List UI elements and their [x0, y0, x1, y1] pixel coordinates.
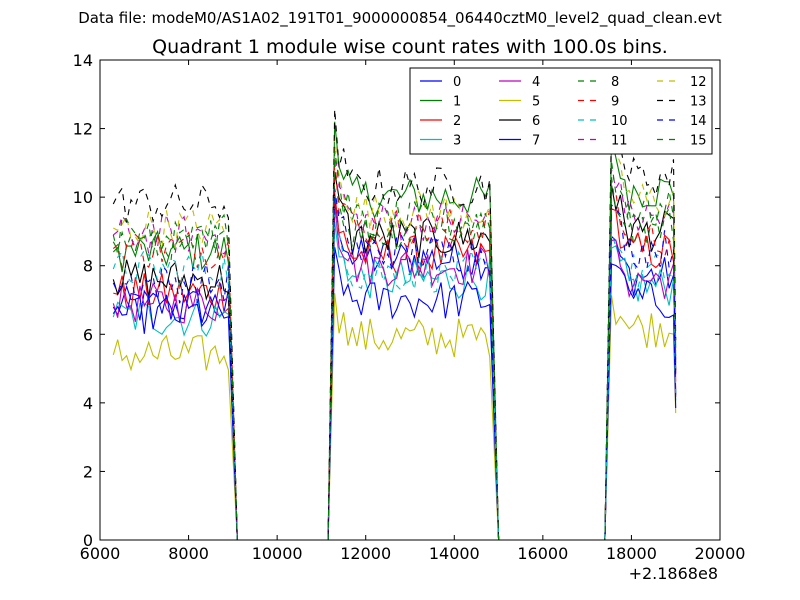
- legend-label-13: 13: [690, 95, 707, 110]
- series-layer: [112, 109, 677, 540]
- legend-label-15: 15: [690, 134, 707, 149]
- legend-label-9: 9: [611, 95, 619, 110]
- x-tick-label: 8000: [168, 544, 209, 563]
- legend-label-6: 6: [532, 114, 540, 129]
- series-line-7: [112, 247, 677, 540]
- x-tick-label: 20000: [695, 544, 746, 563]
- chart-suptitle: Data file: modeM0/AS1A02_191T01_90000008…: [78, 9, 722, 28]
- series-line-11: [112, 150, 677, 540]
- series-line-12: [113, 138, 677, 540]
- x-tick-label: 6000: [80, 544, 121, 563]
- x-tick-label: 18000: [606, 544, 657, 563]
- legend-label-3: 3: [453, 134, 461, 149]
- legend-label-2: 2: [453, 114, 461, 129]
- legend-label-5: 5: [532, 95, 540, 110]
- y-tick-label: 10: [73, 188, 93, 207]
- legend-label-1: 1: [453, 95, 461, 110]
- y-tick-label: 14: [73, 51, 93, 70]
- x-tick-label: 10000: [252, 544, 303, 563]
- y-tick-label: 8: [83, 257, 93, 276]
- y-tick-label: 2: [83, 462, 93, 481]
- legend-label-12: 12: [690, 75, 707, 90]
- legend-label-8: 8: [611, 75, 619, 90]
- legend-label-4: 4: [532, 75, 540, 90]
- chart-title: Quadrant 1 module wise count rates with …: [152, 36, 668, 58]
- legend-label-11: 11: [611, 134, 628, 149]
- series-line-2: [113, 192, 677, 540]
- y-tick-label: 4: [83, 394, 93, 413]
- y-tick-label: 6: [83, 325, 93, 344]
- y-tick-label: 12: [73, 120, 93, 139]
- legend-label-14: 14: [690, 114, 707, 129]
- plot-frame: [99, 59, 721, 541]
- series-line-6: [112, 171, 677, 540]
- series-line-9: [112, 159, 677, 540]
- legend-label-10: 10: [611, 114, 628, 129]
- x-tick-label: 16000: [517, 544, 568, 563]
- x-tick-label: 12000: [340, 544, 391, 563]
- legend-label-0: 0: [453, 75, 461, 90]
- series-line-5: [112, 293, 677, 540]
- y-tick-label: 0: [83, 531, 93, 550]
- series-line-15: [112, 150, 677, 540]
- series-line-10: [112, 213, 677, 540]
- legend-label-7: 7: [532, 134, 540, 149]
- x-tick-label: 14000: [429, 544, 480, 563]
- x-offset-label: +2.1868e8: [629, 564, 718, 583]
- series-line-4: [112, 205, 677, 540]
- series-line-14: [112, 188, 677, 540]
- series-line-8: [112, 163, 677, 540]
- axes-layer: 6000 8000 10000 12000 14000 16000 18000 20000 0 2…: [73, 51, 746, 563]
